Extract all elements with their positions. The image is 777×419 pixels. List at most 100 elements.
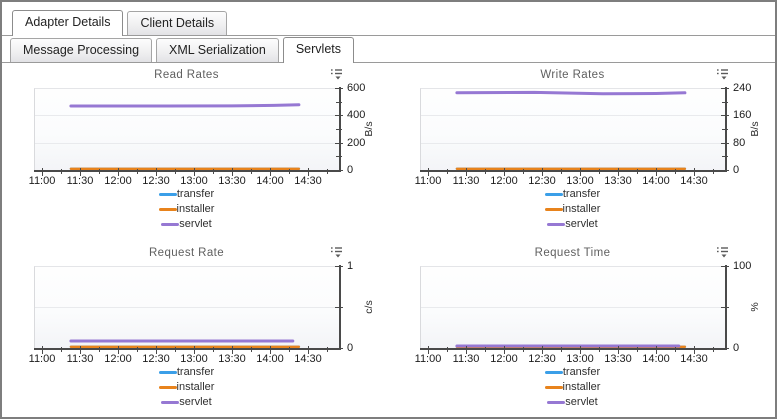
legend-item-installer[interactable]: installer bbox=[544, 380, 601, 395]
x-axis-tick bbox=[428, 168, 429, 176]
tab-client-details[interactable]: Client Details bbox=[127, 11, 228, 35]
chart-title: Read Rates bbox=[154, 69, 219, 81]
axis-unit-label: B/s bbox=[749, 121, 761, 137]
x-axis-minor-tick bbox=[599, 347, 600, 352]
x-axis-tick bbox=[232, 168, 233, 176]
chart-legend: transfer installer servlet bbox=[420, 365, 725, 410]
x-axis-tick bbox=[466, 168, 467, 176]
legend-swatch-installer bbox=[544, 208, 563, 211]
series-servlet-line bbox=[455, 90, 687, 96]
x-tick-label: 12:00 bbox=[490, 175, 518, 187]
chart-menu-icon[interactable] bbox=[330, 68, 344, 81]
legend-swatch-installer bbox=[544, 386, 563, 389]
x-axis-minor-tick bbox=[289, 169, 290, 174]
x-axis-minor-tick bbox=[485, 347, 486, 352]
y-axis-tick bbox=[335, 88, 343, 89]
x-tick-label: 11:00 bbox=[414, 175, 442, 187]
legend-label: transfer bbox=[562, 366, 601, 378]
chart-title: Request Rate bbox=[148, 247, 225, 259]
legend-label: transfer bbox=[176, 188, 215, 200]
legend-label: transfer bbox=[176, 366, 215, 378]
plot-area bbox=[420, 266, 726, 349]
axis-unit-label: B/s bbox=[363, 121, 375, 137]
legend-label: servlet bbox=[565, 218, 598, 230]
x-tick-label: 13:30 bbox=[604, 353, 632, 365]
x-axis-tick bbox=[194, 346, 195, 354]
x-axis-minor-tick bbox=[213, 169, 214, 174]
y-axis-tick bbox=[336, 156, 342, 158]
gridline bbox=[421, 307, 726, 308]
x-axis-tick bbox=[580, 168, 581, 176]
x-tick-label: 13:00 bbox=[566, 175, 594, 187]
legend-item-servlet[interactable]: servlet bbox=[547, 217, 598, 232]
y-axis-tick bbox=[335, 142, 343, 144]
x-tick-label: 14:30 bbox=[680, 353, 708, 365]
tab-servlets[interactable]: Servlets bbox=[282, 37, 354, 63]
gridline bbox=[35, 142, 340, 144]
x-tick-label: 11:30 bbox=[66, 353, 94, 365]
legend-item-transfer[interactable]: transfer bbox=[158, 365, 215, 380]
legend-label: installer bbox=[562, 381, 601, 393]
chart-request-rate: Request Rate 0 1 c/s 11:00 11:30 12:00 12:30 13:… bbox=[10, 244, 382, 414]
x-tick-label: 13:00 bbox=[566, 353, 594, 365]
legend-item-installer[interactable]: installer bbox=[158, 202, 214, 217]
axis-unit-label: % bbox=[749, 302, 761, 312]
x-tick-label: 11:30 bbox=[452, 353, 480, 365]
chart-write-rates: Write Rates 0 80 160 240 B/s 11:00 11:30 12:00 12… bbox=[396, 66, 768, 236]
legend-item-transfer[interactable]: transfer bbox=[544, 187, 601, 202]
x-tick-label: 11:30 bbox=[66, 175, 94, 187]
y-axis-tick bbox=[722, 101, 728, 103]
x-axis-minor-tick bbox=[561, 169, 562, 174]
x-axis-minor-tick bbox=[99, 347, 100, 352]
x-axis-tick bbox=[428, 346, 429, 354]
legend-label: transfer bbox=[562, 188, 601, 200]
y-tick-label: 240 bbox=[733, 82, 752, 94]
legend-item-servlet[interactable]: servlet bbox=[547, 395, 598, 410]
x-axis-minor-tick bbox=[599, 169, 600, 174]
x-tick-label: 11:00 bbox=[28, 175, 56, 187]
x-axis-tick bbox=[694, 168, 695, 176]
series-layer bbox=[455, 90, 687, 171]
series-layer bbox=[455, 344, 687, 349]
x-tick-label: 12:30 bbox=[528, 175, 556, 187]
x-axis-minor-tick bbox=[561, 347, 562, 352]
chart-legend: transfer installer servlet bbox=[420, 187, 725, 232]
chart-menu-icon[interactable] bbox=[716, 68, 730, 81]
legend-item-transfer[interactable]: transfer bbox=[158, 187, 215, 202]
tab-xml-serialization[interactable]: XML Serialization bbox=[156, 38, 279, 62]
y-axis-tick bbox=[721, 88, 729, 89]
legend-item-transfer[interactable]: transfer bbox=[544, 365, 601, 380]
x-axis-tick bbox=[504, 168, 505, 176]
x-tick-label: 14:00 bbox=[256, 353, 284, 365]
x-axis-minor-tick bbox=[175, 169, 176, 174]
legend-item-installer[interactable]: installer bbox=[544, 202, 600, 217]
legend-label: servlet bbox=[565, 396, 598, 408]
legend-item-servlet[interactable]: servlet bbox=[161, 217, 212, 232]
legend-item-servlet[interactable]: servlet bbox=[161, 395, 212, 410]
x-tick-label: 11:00 bbox=[28, 353, 56, 365]
x-axis-tick bbox=[618, 346, 619, 354]
y-tick-label: 0 bbox=[733, 342, 740, 354]
x-tick-label: 11:30 bbox=[452, 175, 480, 187]
chart-menu-icon[interactable] bbox=[330, 246, 344, 259]
gridline bbox=[421, 142, 726, 144]
x-tick-label: 14:30 bbox=[294, 353, 322, 365]
y-axis-tick bbox=[335, 266, 343, 267]
legend-swatch-transfer bbox=[544, 371, 563, 374]
x-axis-minor-tick bbox=[523, 169, 524, 174]
y-axis-tick bbox=[721, 142, 729, 144]
y-tick-label: 200 bbox=[347, 136, 366, 149]
x-axis-tick bbox=[270, 168, 271, 176]
tab-message-processing[interactable]: Message Processing bbox=[10, 38, 153, 62]
y-tick-label: 80 bbox=[733, 136, 746, 149]
chart-menu-icon[interactable] bbox=[716, 246, 730, 259]
legend-item-installer[interactable]: installer bbox=[158, 380, 214, 395]
x-axis-minor-tick bbox=[637, 169, 638, 174]
x-axis bbox=[34, 170, 340, 172]
tab-adapter-details[interactable]: Adapter Details bbox=[12, 10, 124, 36]
chart-legend: transfer installer servlet bbox=[34, 187, 339, 232]
x-axis bbox=[34, 348, 340, 350]
x-tick-label: 12:30 bbox=[142, 353, 170, 365]
x-axis-minor-tick bbox=[137, 347, 138, 352]
